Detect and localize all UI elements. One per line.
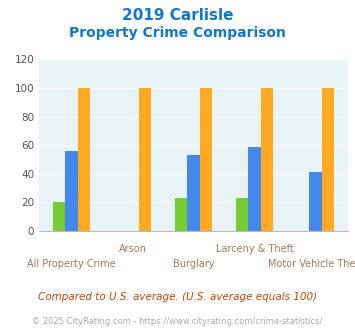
Bar <box>138 88 151 231</box>
Text: All Property Crime: All Property Crime <box>27 259 116 269</box>
Bar <box>236 198 248 231</box>
Bar <box>322 88 334 231</box>
Bar <box>65 151 77 231</box>
Text: 2019 Carlisle: 2019 Carlisle <box>122 8 233 23</box>
Legend: Carlisle, Massachusetts, National: Carlisle, Massachusetts, National <box>28 326 355 330</box>
Bar <box>261 88 273 231</box>
Bar <box>200 88 212 231</box>
Text: © 2025 CityRating.com - https://www.cityrating.com/crime-statistics/: © 2025 CityRating.com - https://www.city… <box>32 317 323 326</box>
Text: Arson: Arson <box>119 244 146 254</box>
Text: Property Crime Comparison: Property Crime Comparison <box>69 26 286 40</box>
Bar <box>77 88 90 231</box>
Bar <box>53 202 65 231</box>
Bar <box>310 172 322 231</box>
Bar <box>248 147 261 231</box>
Text: Compared to U.S. average. (U.S. average equals 100): Compared to U.S. average. (U.S. average … <box>38 292 317 302</box>
Bar <box>175 198 187 231</box>
Bar <box>187 155 200 231</box>
Text: Larceny & Theft: Larceny & Theft <box>215 244 293 254</box>
Text: Motor Vehicle Theft: Motor Vehicle Theft <box>268 259 355 269</box>
Text: Burglary: Burglary <box>173 259 214 269</box>
